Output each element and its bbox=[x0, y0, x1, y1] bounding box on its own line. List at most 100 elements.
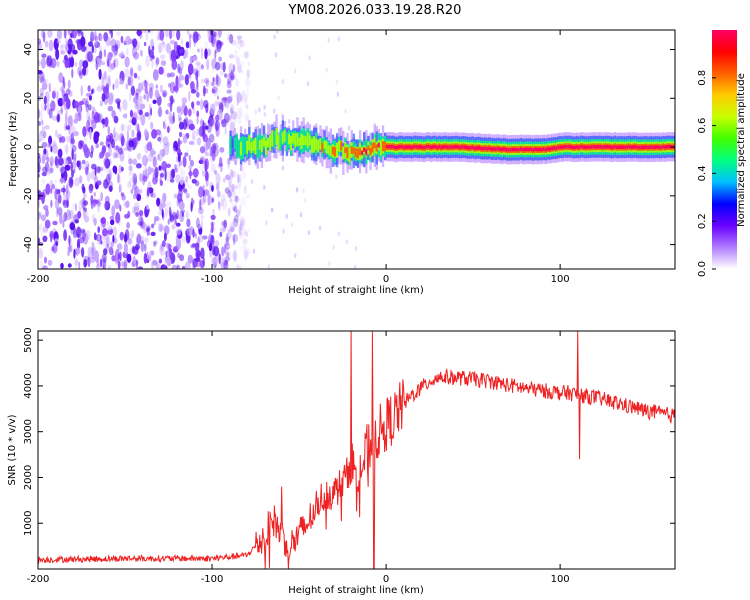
noise-blob bbox=[110, 30, 113, 39]
noise-blob bbox=[175, 75, 179, 88]
noise-blob bbox=[211, 81, 215, 87]
band-cell bbox=[452, 145, 456, 149]
noise-blob bbox=[151, 167, 155, 173]
noise-blob bbox=[137, 114, 142, 120]
noise-blob bbox=[182, 156, 187, 168]
noise-blob bbox=[123, 123, 128, 135]
noise-blob bbox=[234, 49, 238, 61]
noise-blob bbox=[63, 212, 68, 222]
band-cell bbox=[342, 146, 345, 160]
noise-blob bbox=[335, 79, 339, 85]
band-cell bbox=[511, 147, 514, 152]
band-cell bbox=[269, 134, 272, 152]
noise-blob bbox=[211, 184, 214, 192]
noise-blob bbox=[221, 220, 226, 227]
band-cell bbox=[308, 135, 312, 146]
noise-blob bbox=[110, 241, 115, 248]
noise-blob bbox=[101, 216, 107, 228]
noise-blob bbox=[38, 163, 41, 173]
noise-blob bbox=[218, 162, 224, 168]
noise-blob bbox=[97, 240, 101, 245]
noise-blob bbox=[223, 243, 227, 255]
noise-blob bbox=[195, 128, 200, 137]
band-cell bbox=[549, 147, 552, 151]
noise-blob bbox=[87, 51, 93, 62]
band-cell bbox=[386, 144, 389, 149]
band-cell bbox=[501, 147, 504, 152]
noise-blob bbox=[236, 35, 243, 40]
noise-blob bbox=[229, 197, 233, 203]
noise-blob bbox=[46, 102, 50, 109]
band-cell bbox=[267, 138, 270, 147]
noise-blob bbox=[245, 238, 247, 248]
noise-blob bbox=[146, 91, 150, 102]
band-cell bbox=[645, 145, 648, 149]
band-cell bbox=[244, 136, 247, 155]
noise-blob bbox=[173, 140, 179, 152]
noise-blob bbox=[51, 90, 56, 100]
noise-blob bbox=[44, 104, 47, 111]
noise-blob bbox=[198, 186, 204, 198]
noise-blob bbox=[84, 160, 90, 168]
noise-blob bbox=[207, 48, 212, 56]
band-cell bbox=[663, 145, 667, 149]
noise-blob bbox=[149, 250, 155, 256]
noise-blob bbox=[38, 223, 42, 232]
noise-blob bbox=[99, 34, 103, 41]
snr-ytick-label: 1000 bbox=[23, 511, 34, 536]
snr-plot-area bbox=[38, 331, 675, 569]
noise-blob bbox=[240, 219, 246, 228]
noise-blob bbox=[79, 72, 83, 79]
band-cell bbox=[638, 145, 642, 150]
noise-blob bbox=[64, 58, 70, 69]
band-cell bbox=[373, 142, 376, 149]
noise-blob bbox=[124, 68, 130, 79]
spectrogram-ytick-label: 40 bbox=[23, 43, 34, 56]
noise-blob bbox=[108, 246, 114, 256]
noise-blob bbox=[176, 163, 181, 170]
noise-blob bbox=[231, 183, 235, 193]
band-cell bbox=[580, 144, 583, 149]
noise-blob bbox=[124, 112, 128, 119]
noise-blob bbox=[188, 123, 195, 131]
band-cell bbox=[578, 145, 581, 150]
band-cell bbox=[659, 145, 662, 150]
noise-blob bbox=[109, 172, 112, 181]
noise-blob bbox=[125, 83, 128, 90]
noise-blob bbox=[162, 43, 168, 52]
noise-blob bbox=[88, 41, 93, 47]
noise-blob bbox=[273, 108, 276, 114]
noise-blob bbox=[50, 199, 53, 208]
band-cell bbox=[310, 138, 314, 153]
noise-blob bbox=[178, 201, 185, 210]
noise-blob bbox=[139, 189, 143, 194]
noise-blob bbox=[238, 203, 242, 215]
noise-blob bbox=[211, 163, 216, 174]
noise-blob bbox=[240, 161, 246, 173]
noise-blob bbox=[214, 240, 220, 247]
noise-blob bbox=[237, 61, 242, 72]
band-cell bbox=[507, 148, 510, 152]
noise-blob bbox=[240, 259, 246, 269]
noise-blob bbox=[80, 85, 84, 97]
band-cell bbox=[331, 146, 335, 155]
band-cell bbox=[432, 145, 435, 149]
noise-blob bbox=[211, 35, 214, 44]
band-cell bbox=[356, 148, 360, 159]
noise-blob bbox=[94, 167, 97, 176]
noise-blob bbox=[41, 141, 48, 148]
noise-blob bbox=[57, 148, 63, 158]
noise-blob bbox=[138, 30, 141, 35]
noise-blob bbox=[74, 61, 78, 67]
noise-blob bbox=[184, 116, 189, 127]
colorbar-tick-label: 0.6 bbox=[697, 118, 708, 134]
noise-blob bbox=[52, 228, 58, 239]
noise-blob bbox=[140, 114, 146, 126]
band-cell bbox=[400, 145, 403, 149]
noise-blob bbox=[219, 100, 224, 105]
noise-blob bbox=[217, 200, 220, 209]
noise-blob bbox=[182, 188, 187, 193]
noise-blob bbox=[77, 30, 82, 34]
noise-blob bbox=[38, 41, 42, 52]
band-cell bbox=[242, 136, 245, 160]
